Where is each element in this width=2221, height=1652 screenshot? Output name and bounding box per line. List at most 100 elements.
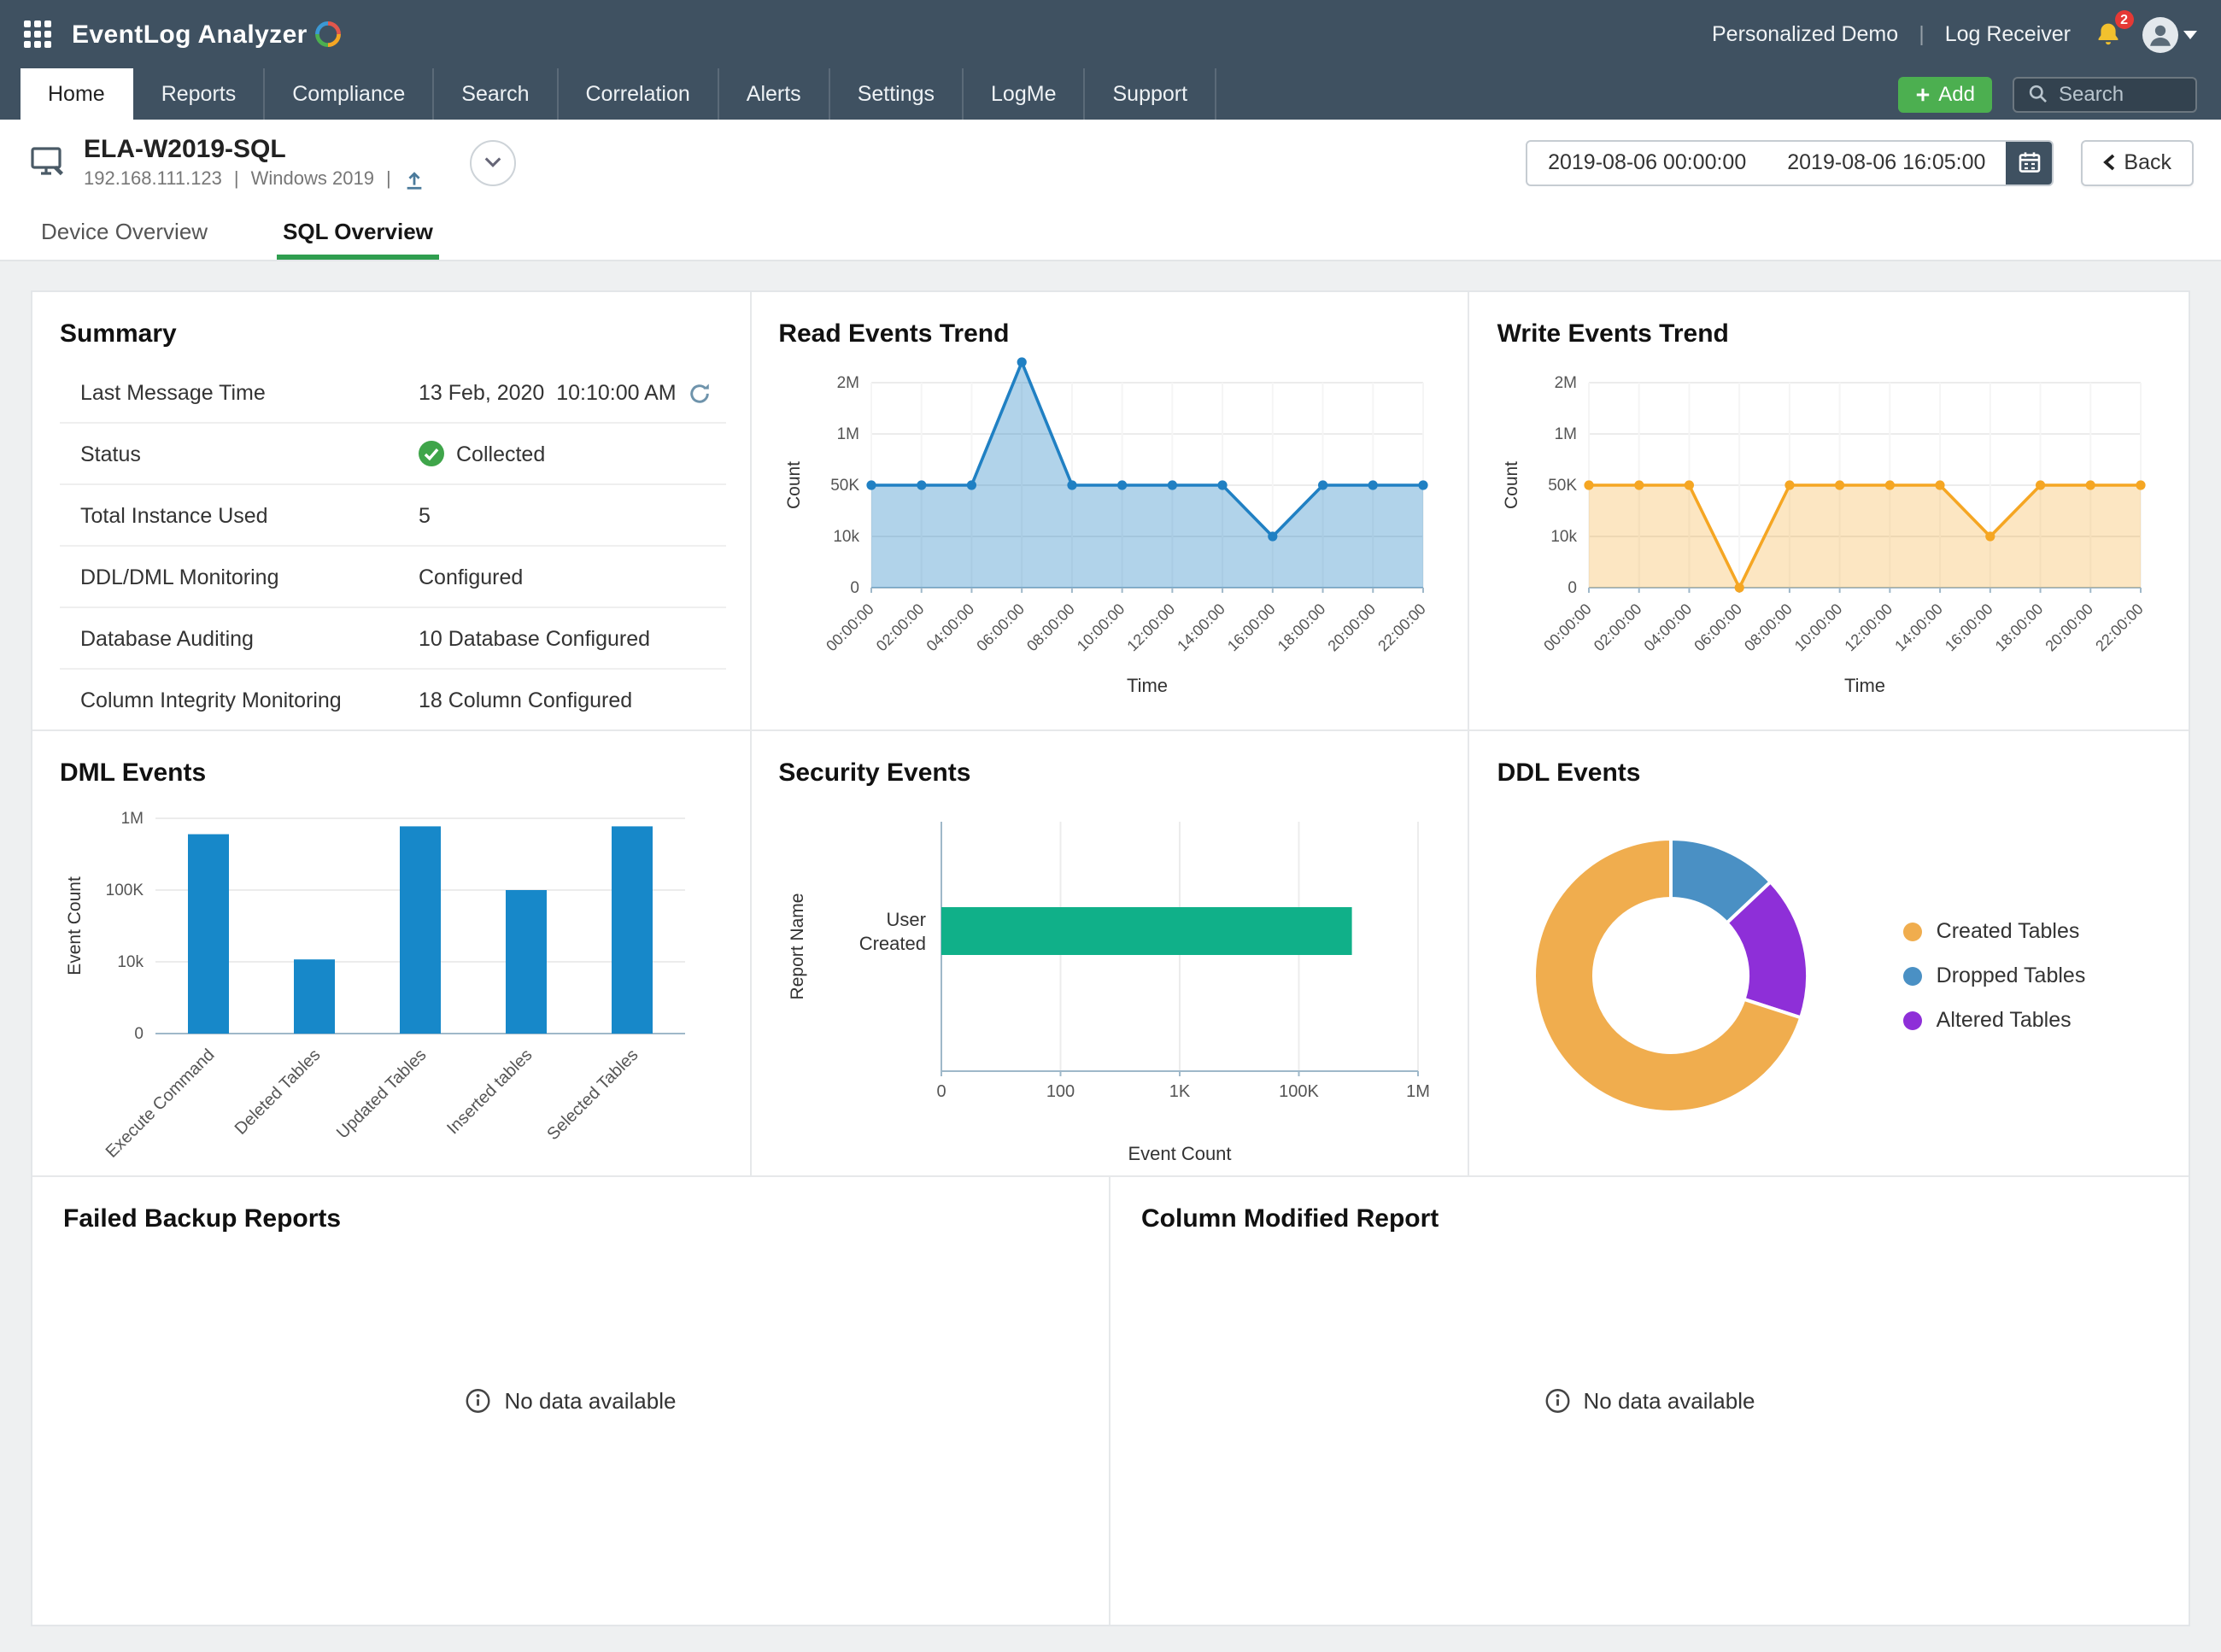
- write-events-trend-title: Write Events Trend: [1497, 319, 1729, 349]
- back-label: Back: [2124, 150, 2171, 174]
- refresh-icon[interactable]: [689, 381, 711, 403]
- tab-sql-overview[interactable]: SQL Overview: [276, 219, 440, 260]
- back-button[interactable]: Back: [2081, 139, 2194, 185]
- user-menu[interactable]: [2142, 16, 2197, 52]
- summary-title: Summary: [60, 319, 177, 349]
- svg-text:10:00:00: 10:00:00: [1073, 600, 1128, 655]
- tab-logme[interactable]: LogMe: [964, 68, 1086, 120]
- divider: |: [1919, 22, 1925, 46]
- legend-label: Created Tables: [1936, 919, 2080, 943]
- nav-search[interactable]: [2013, 76, 2197, 112]
- tab-home[interactable]: Home: [21, 68, 134, 120]
- svg-text:1K: 1K: [1169, 1082, 1190, 1101]
- svg-text:14:00:00: 14:00:00: [1174, 600, 1228, 655]
- log-receiver-link[interactable]: Log Receiver: [1944, 22, 2071, 46]
- summary-label: Last Message Time: [80, 380, 266, 404]
- svg-text:10k: 10k: [1551, 528, 1578, 546]
- svg-text:1M: 1M: [121, 810, 144, 828]
- main-nav: Home Reports Compliance Search Correlati…: [0, 68, 2221, 120]
- svg-text:00:00:00: 00:00:00: [1541, 600, 1596, 655]
- legend-item-dropped-tables[interactable]: Dropped Tables: [1903, 964, 2086, 987]
- legend-dot: [1903, 922, 1923, 940]
- summary-card: Summary Last Message Time 13 Feb, 2020 1…: [32, 292, 752, 731]
- svg-text:22:00:00: 22:00:00: [1374, 600, 1428, 655]
- upload-icon[interactable]: [403, 168, 425, 190]
- svg-text:10k: 10k: [117, 953, 144, 971]
- dashboard-panel: Summary Last Message Time 13 Feb, 2020 1…: [31, 290, 2190, 1626]
- summary-row: Column Integrity Monitoring 18 Column Co…: [60, 670, 725, 729]
- tab-support[interactable]: Support: [1086, 68, 1217, 120]
- personalized-demo-link[interactable]: Personalized Demo: [1712, 22, 1899, 46]
- svg-text:08:00:00: 08:00:00: [1023, 600, 1077, 655]
- svg-text:0: 0: [850, 579, 859, 597]
- add-button-label: Add: [1938, 82, 1975, 106]
- add-button[interactable]: Add: [1897, 76, 1992, 112]
- tab-alerts[interactable]: Alerts: [719, 68, 830, 120]
- security-events-title: Security Events: [778, 759, 971, 788]
- tab-settings[interactable]: Settings: [830, 68, 964, 120]
- svg-text:Report Name: Report Name: [787, 893, 806, 1000]
- column-modified-report-card: Column Modified Report No data available: [1110, 1177, 2189, 1625]
- app-launcher-icon[interactable]: [24, 21, 51, 48]
- no-data-label: No data available: [1583, 1388, 1755, 1414]
- summary-row: DDL/DML Monitoring Configured: [60, 547, 726, 608]
- device-ip: 192.168.111.123: [84, 169, 222, 190]
- legend-item-altered-tables[interactable]: Altered Tables: [1903, 1008, 2086, 1032]
- tab-compliance[interactable]: Compliance: [265, 68, 435, 120]
- svg-text:1M: 1M: [1405, 1082, 1429, 1101]
- svg-text:22:00:00: 22:00:00: [2093, 600, 2148, 655]
- svg-text:0: 0: [134, 1025, 144, 1043]
- summary-table: Last Message Time 13 Feb, 2020 10:10:00 …: [60, 362, 726, 729]
- divider: |: [233, 169, 239, 190]
- svg-text:50K: 50K: [1549, 477, 1578, 495]
- svg-text:16:00:00: 16:00:00: [1223, 600, 1278, 655]
- svg-text:Time: Time: [1845, 675, 1886, 696]
- legend-item-created-tables[interactable]: Created Tables: [1903, 919, 2086, 943]
- search-input[interactable]: [2059, 82, 2178, 106]
- svg-text:100: 100: [1046, 1082, 1074, 1101]
- date-range-picker[interactable]: 2019-08-06 00:00:00 2019-08-06 16:05:00: [1526, 139, 2054, 185]
- failed-backup-reports-title: Failed Backup Reports: [63, 1204, 342, 1233]
- svg-text:00:00:00: 00:00:00: [822, 600, 876, 655]
- write-events-trend-chart: 0 10k 50K 1M 2M 00:00:0002:00:0004:00:0006:00…: [1503, 374, 2148, 696]
- date-to[interactable]: 2019-08-06 16:05:00: [1787, 150, 1986, 174]
- expand-device-button[interactable]: [469, 139, 516, 185]
- summary-label: DDL/DML Monitoring: [80, 565, 279, 589]
- svg-text:20:00:00: 20:00:00: [2042, 600, 2097, 655]
- tab-device-overview[interactable]: Device Overview: [41, 219, 208, 244]
- device-os: Windows 2019: [250, 169, 374, 190]
- tab-search[interactable]: Search: [434, 68, 559, 120]
- info-icon: [466, 1389, 490, 1413]
- device-header: ELA-W2019-SQL 192.168.111.123 | Windows …: [0, 120, 2221, 205]
- calendar-button[interactable]: [2006, 141, 2053, 184]
- failed-backup-reports-card: Failed Backup Reports No data available: [32, 1177, 1110, 1625]
- summary-value: 5: [419, 503, 431, 527]
- svg-text:0: 0: [1568, 579, 1578, 597]
- topbar: EventLog Analyzer Personalized Demo | Lo…: [0, 0, 2221, 68]
- device-header-actions: 2019-08-06 00:00:00 2019-08-06 16:05:00 …: [1526, 139, 2194, 185]
- svg-text:Execute Command: Execute Command: [103, 1046, 219, 1162]
- svg-text:20:00:00: 20:00:00: [1324, 600, 1379, 655]
- svg-text:0: 0: [936, 1082, 946, 1101]
- tab-correlation[interactable]: Correlation: [559, 68, 719, 120]
- svg-text:10k: 10k: [833, 528, 859, 546]
- summary-label: Total Instance Used: [80, 503, 268, 527]
- legend-dot: [1903, 966, 1923, 985]
- svg-text:Time: Time: [1126, 675, 1167, 696]
- summary-value: 10 Database Configured: [419, 626, 651, 650]
- info-icon: [1544, 1389, 1569, 1413]
- device-identity: ELA-W2019-SQL 192.168.111.123 | Windows …: [27, 134, 425, 190]
- chevron-down-icon: [484, 157, 501, 167]
- svg-text:User: User: [886, 909, 925, 930]
- topbar-right: Personalized Demo | Log Receiver 2: [1712, 10, 2197, 52]
- svg-text:2M: 2M: [836, 374, 859, 392]
- notifications-bell[interactable]: 2: [2095, 10, 2134, 48]
- write-events-trend-card: Write Events Trend 0 10k 50K 1M 2M 00:00:00 02…: [1469, 292, 2189, 731]
- dml-events-chart: 0 10k 100K 1M Execute Command Deleted Tables U…: [65, 810, 685, 1162]
- summary-value: 13 Feb, 2020 10:10:00 AM: [419, 380, 677, 404]
- svg-text:18:00:00: 18:00:00: [1992, 600, 2047, 655]
- legend-label: Dropped Tables: [1936, 964, 2086, 987]
- date-from[interactable]: 2019-08-06 00:00:00: [1548, 150, 1747, 174]
- tab-reports[interactable]: Reports: [134, 68, 266, 120]
- svg-text:04:00:00: 04:00:00: [1641, 600, 1696, 655]
